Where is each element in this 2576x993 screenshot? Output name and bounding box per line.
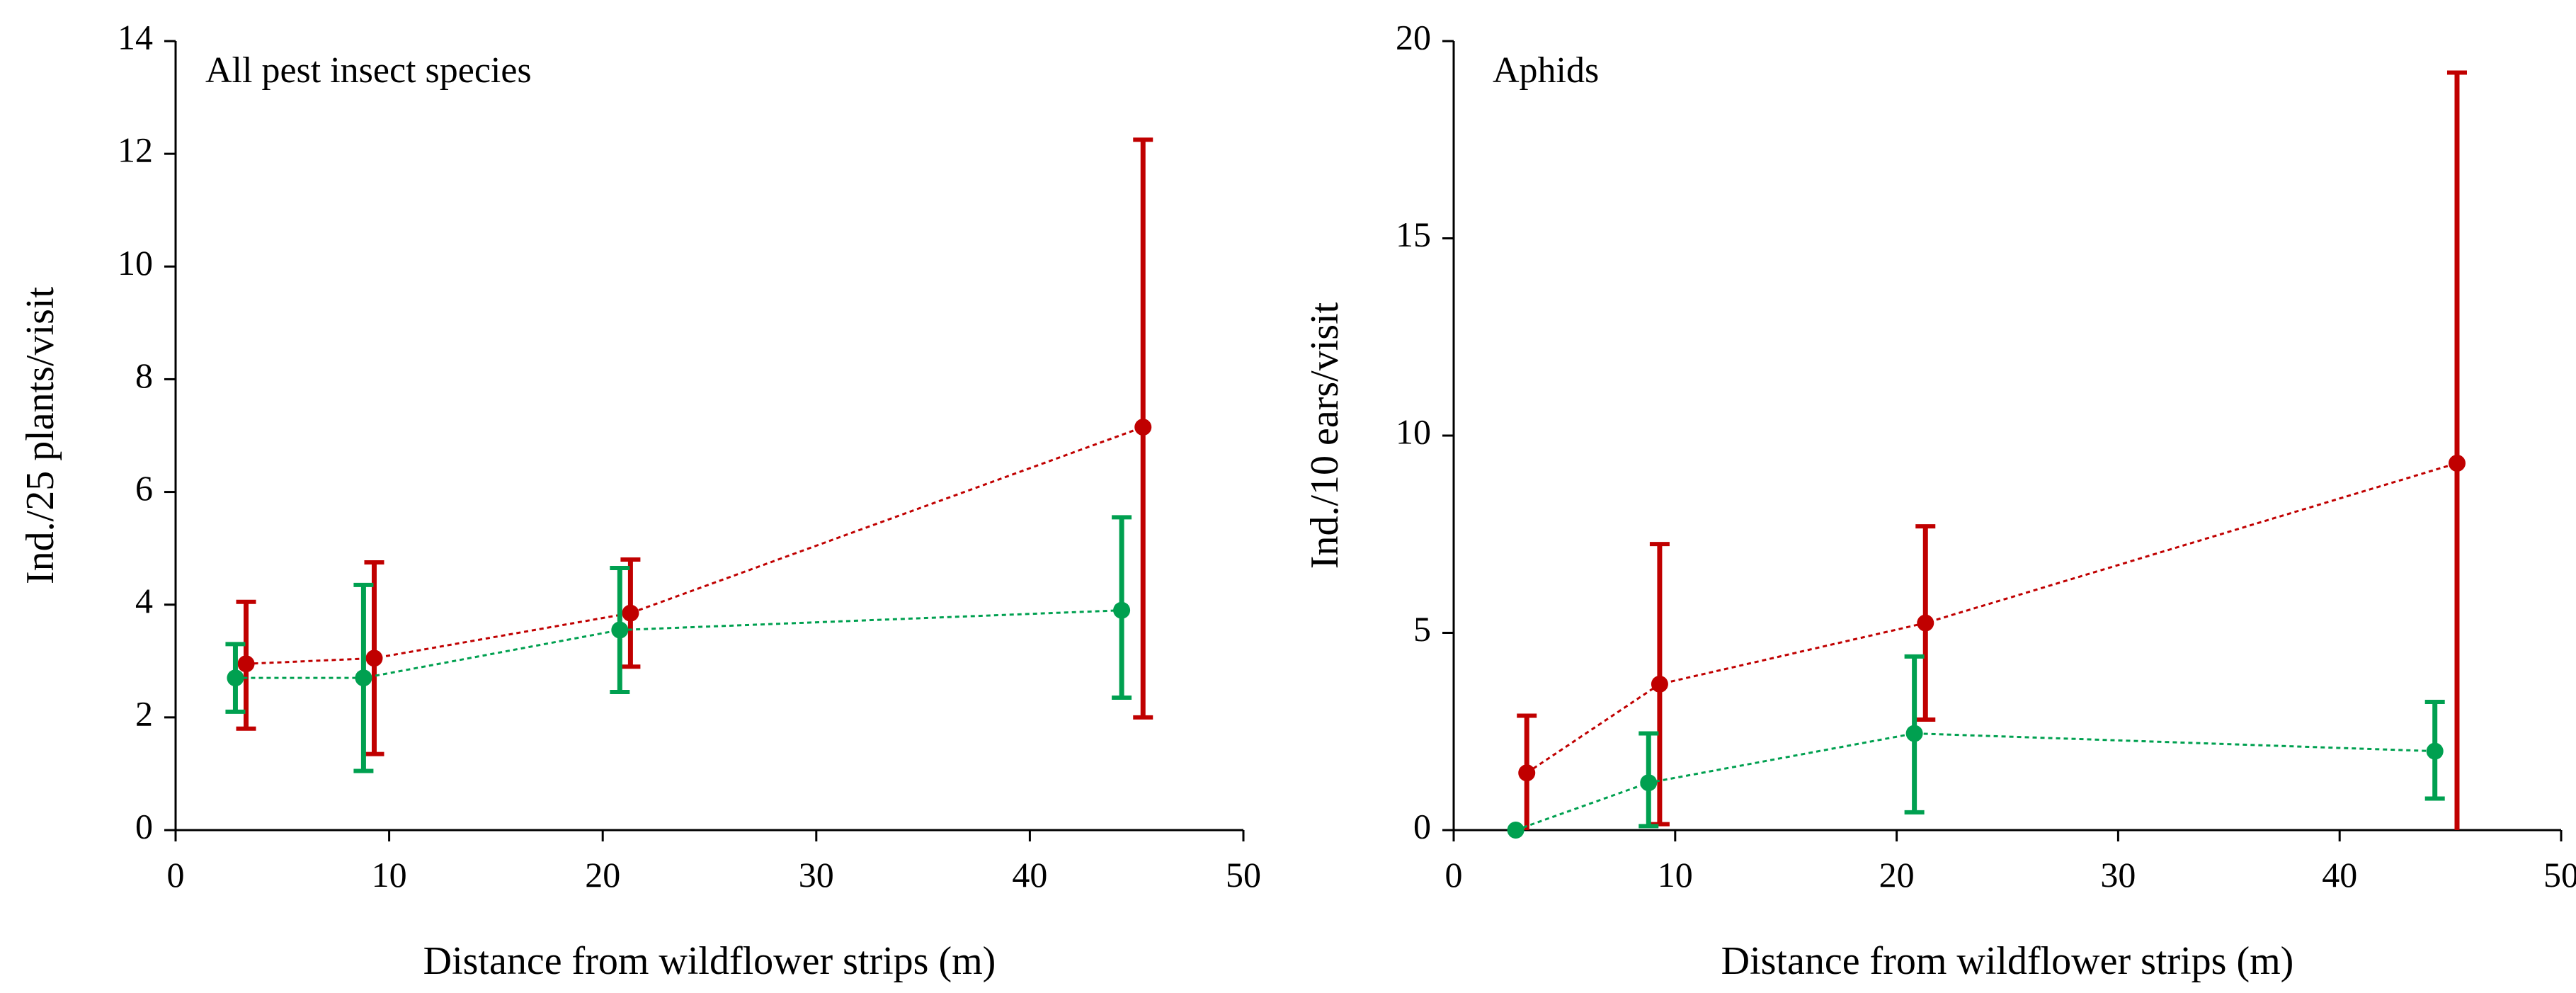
- data-point: [1905, 725, 1923, 742]
- x-tick-label: 40: [2322, 855, 2357, 895]
- x-tick-label: 0: [167, 855, 185, 895]
- data-point: [1507, 822, 1524, 839]
- y-tick-label: 0: [1413, 806, 1431, 846]
- series-green: [1507, 654, 2445, 839]
- data-point: [1651, 675, 1668, 693]
- y-tick-label: 10: [118, 243, 153, 283]
- series-line-red: [246, 426, 1144, 665]
- x-tick-label: 40: [1012, 855, 1047, 895]
- data-point: [237, 655, 255, 673]
- data-point: [355, 669, 372, 687]
- y-tick-label: 0: [135, 806, 153, 846]
- data-point: [365, 649, 383, 667]
- y-axis-title: Ind./10 ears/visit: [1303, 302, 1347, 569]
- x-tick-label: 20: [1879, 855, 1915, 895]
- series-green: [225, 515, 1132, 773]
- chart-panel-aphids: Aphids Distance from wildflower strips (…: [1303, 17, 2576, 983]
- series-line-green: [235, 609, 1122, 679]
- x-axis-title: Distance from wildflower strips (m): [1721, 939, 2294, 983]
- x-tick-label: 0: [1445, 855, 1463, 895]
- series-red: [236, 137, 1153, 756]
- data-point: [1134, 419, 1152, 436]
- series-red: [1517, 70, 2467, 830]
- data-point: [1640, 774, 1658, 792]
- x-tick-label: 10: [372, 855, 407, 895]
- y-tick-label: 4: [135, 581, 153, 620]
- y-tick-label: 5: [1413, 609, 1431, 649]
- y-tick-label: 14: [118, 17, 153, 57]
- y-tick-label: 12: [118, 130, 153, 170]
- data-point: [622, 604, 639, 622]
- data-point: [2426, 742, 2444, 760]
- chart-title: All pest insect species: [205, 50, 532, 91]
- y-tick-label: 20: [1396, 17, 1431, 57]
- x-tick-label: 30: [2100, 855, 2136, 895]
- data-point: [1113, 601, 1131, 619]
- x-tick-label: 50: [1226, 855, 1261, 895]
- chart-title: Aphids: [1493, 50, 1599, 91]
- data-point: [227, 669, 244, 687]
- y-tick-label: 6: [135, 468, 153, 508]
- x-tick-label: 50: [2543, 855, 2576, 895]
- data-point: [1917, 614, 1934, 632]
- chart-panel-all-pests: All pest insect species Distance from wi…: [18, 17, 1261, 983]
- series-line-green: [1515, 732, 2435, 832]
- data-point: [611, 621, 629, 639]
- y-axis-title: Ind./25 plants/visit: [18, 287, 62, 584]
- x-tick-label: 30: [799, 855, 834, 895]
- data-point: [1518, 764, 1536, 782]
- y-tick-label: 10: [1396, 412, 1431, 451]
- x-axis-title: Distance from wildflower strips (m): [423, 939, 996, 983]
- y-tick-label: 8: [135, 356, 153, 395]
- y-tick-label: 2: [135, 693, 153, 733]
- data-point: [2448, 454, 2466, 472]
- x-tick-label: 20: [585, 855, 620, 895]
- series-line-red: [1526, 462, 2458, 774]
- y-tick-label: 15: [1396, 215, 1431, 254]
- x-tick-label: 10: [1658, 855, 1693, 895]
